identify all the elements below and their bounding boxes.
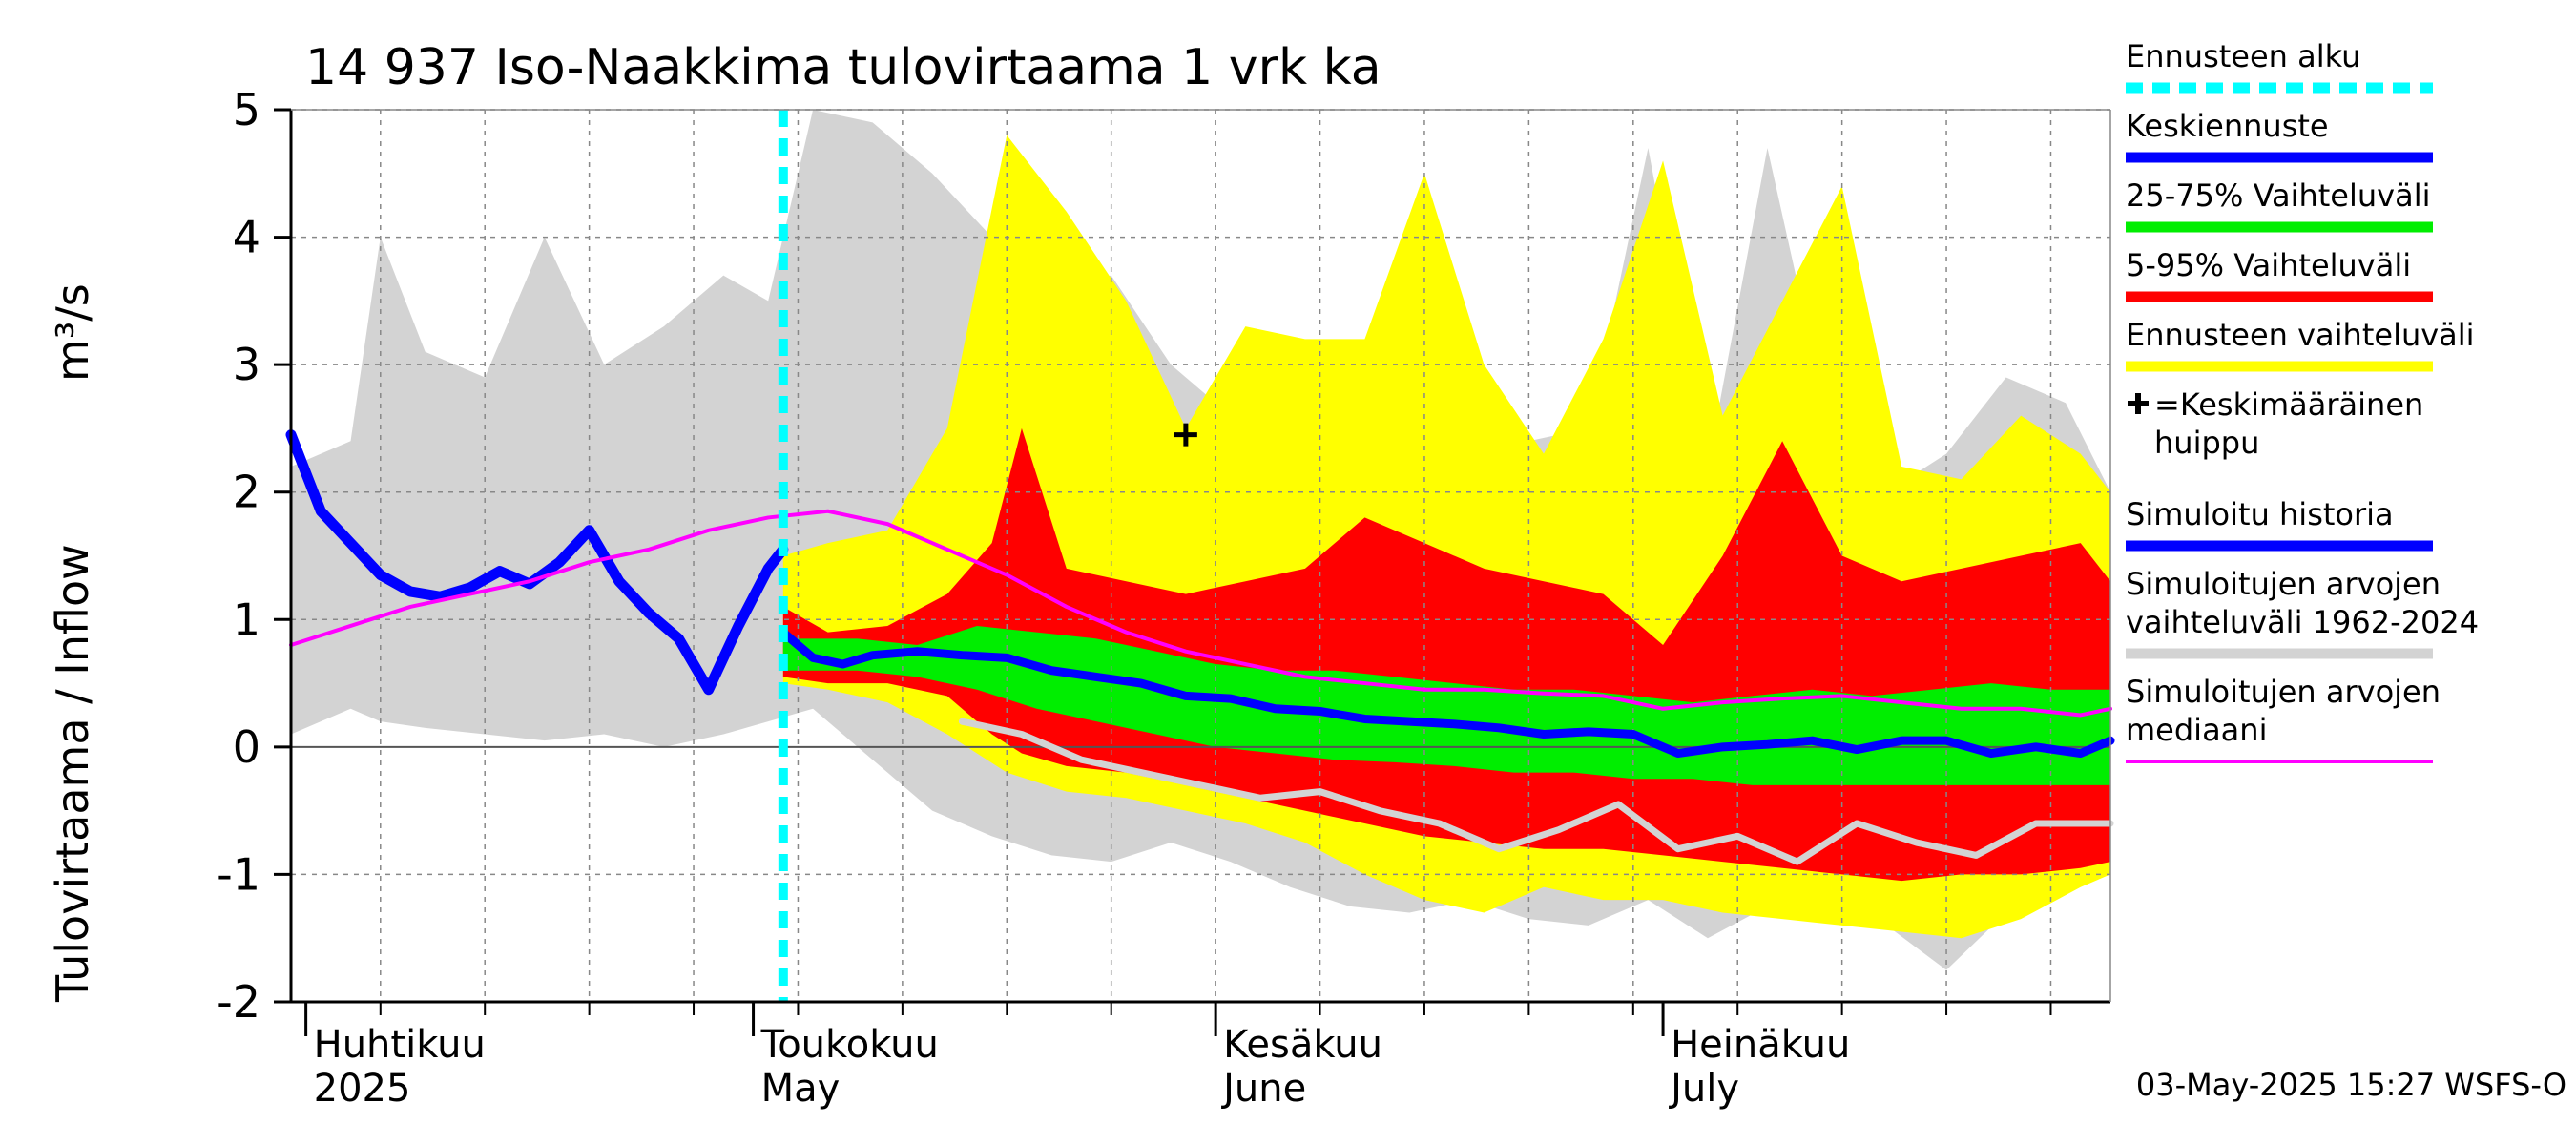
series-line-4 xyxy=(779,628,2115,759)
series-line-5 xyxy=(285,429,789,696)
y-tick-label: 4 xyxy=(233,212,260,263)
chart-title: 14 937 Iso-Naakkima tulovirtaama 1 vrk k… xyxy=(305,39,1381,96)
legend-label-4: Ennusteen vaihteluväli xyxy=(2126,317,2475,353)
x-month-label: Huhtikuu xyxy=(314,1023,486,1067)
legend-label-3: 5-95% Vaihteluväli xyxy=(2126,247,2411,283)
y-axis-label: Tulovirtaama / Inflow xyxy=(47,544,98,1003)
legend-label-7: Simuloitujen arvojen xyxy=(2126,566,2441,602)
x-month-label: Kesäkuu xyxy=(1223,1023,1382,1067)
legend-label-8: Simuloitujen arvojen xyxy=(2126,674,2441,710)
x-month-sublabel: May xyxy=(761,1067,841,1111)
legend-label-8: mediaani xyxy=(2126,712,2267,748)
series-line-6 xyxy=(289,509,2112,718)
legend: Ennusteen alku Keskiennuste 25-75% Vaihtel… xyxy=(2126,38,2479,763)
bands-layer xyxy=(291,110,2110,970)
legend-label-2: 25-75% Vaihteluväli xyxy=(2126,177,2430,214)
mean-peak-marker xyxy=(1174,423,1197,447)
footer-timestamp: 03-May-2025 15:27 WSFS-O xyxy=(2136,1067,2566,1103)
series-line-7 xyxy=(958,718,2114,865)
y-tick-label: 3 xyxy=(233,339,260,390)
x-month-label: Heinäkuu xyxy=(1671,1023,1850,1067)
x-month-sublabel: June xyxy=(1220,1067,1306,1111)
grid-layer xyxy=(291,109,2110,1003)
y-tick-label: 0 xyxy=(233,721,260,773)
y-tick-label: -2 xyxy=(217,976,260,1028)
legend-label-7: vaihteluväli 1962-2024 xyxy=(2126,604,2479,640)
legend-label-5: huippu xyxy=(2154,425,2259,461)
y-tick-label: 5 xyxy=(233,84,260,135)
legend-label-6: Simuloitu historia xyxy=(2126,496,2394,532)
legend-label-0: Ennusteen alku xyxy=(2126,38,2360,74)
legend-label-5: =Keskimääräinen xyxy=(2154,386,2423,423)
x-month-sublabel: 2025 xyxy=(314,1067,411,1111)
legend-label-1: Keskiennuste xyxy=(2126,108,2329,144)
lines-layer xyxy=(285,110,2115,1002)
y-axis-unit: m³/s xyxy=(47,283,98,382)
y-tick-label: -1 xyxy=(217,848,260,900)
legend-plus-icon xyxy=(2128,393,2149,414)
y-tick-label: 2 xyxy=(233,467,260,518)
x-month-sublabel: July xyxy=(1668,1067,1739,1111)
y-tick-label: 1 xyxy=(233,593,260,645)
x-month-label: Toukokuu xyxy=(760,1023,939,1067)
